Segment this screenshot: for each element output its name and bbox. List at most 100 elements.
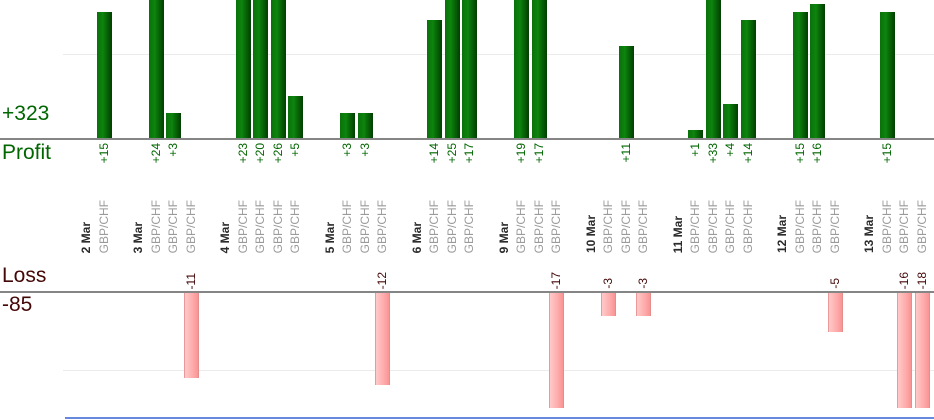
instrument-label: GBP/CHF: [253, 199, 267, 253]
trade-value-label: +3: [340, 143, 354, 157]
trade-value-label: -17: [549, 271, 563, 289]
trade-value-label: +23: [235, 143, 250, 164]
profit-gridline-10: [63, 54, 934, 55]
profit-bar: [235, 0, 251, 138]
profit-bar: [462, 0, 477, 138]
date-label: 11 Mar: [670, 215, 685, 253]
trade-value-label: +20: [253, 143, 267, 164]
instrument-label: GBP/CHF: [357, 199, 372, 253]
trade-value-label: +16: [810, 143, 824, 164]
profit-bar: [792, 12, 808, 138]
trade-value-label: -5: [827, 278, 842, 289]
instrument-label: GBP/CHF: [340, 199, 354, 253]
instrument-label: GBP/CHF: [183, 199, 198, 253]
date-label: 5 Mar: [322, 221, 337, 253]
instrument-label: GBP/CHF: [897, 199, 911, 253]
profit-bar: [166, 112, 181, 138]
instrument-label: GBP/CHF: [723, 199, 737, 253]
trade-value-label: +26: [270, 143, 285, 164]
loss-total-value: -85: [2, 293, 33, 316]
instrument-label: GBP/CHF: [288, 199, 302, 253]
instrument-label: GBP/CHF: [166, 199, 180, 253]
trade-value-label: +17: [531, 143, 546, 164]
profit-bar: [810, 3, 825, 138]
instrument-label: GBP/CHF: [427, 199, 441, 253]
date-label: 13 Mar: [862, 214, 876, 253]
instrument-label: GBP/CHF: [914, 199, 929, 253]
instrument-label: GBP/CHF: [531, 199, 546, 253]
trade-value-label: +19: [514, 143, 528, 164]
trade-value-label: +14: [740, 143, 755, 164]
trade-value-label: +25: [444, 143, 459, 164]
profit-bar: [96, 12, 112, 138]
date-label: 6 Mar: [409, 221, 424, 253]
instrument-label: GBP/CHF: [636, 199, 650, 253]
trade-value-label: -11: [183, 272, 198, 289]
instrument-label: GBP/CHF: [444, 199, 459, 253]
trade-value-label: -16: [897, 271, 911, 289]
date-label: 2 Mar: [79, 221, 93, 253]
profit-bar: [288, 96, 303, 138]
loss-axis-line: [0, 291, 934, 293]
date-label: 4 Mar: [218, 221, 232, 253]
profit-bar: [514, 0, 529, 138]
profit-bar: [705, 0, 721, 138]
trade-value-label: +15: [879, 143, 894, 164]
trade-value-label: +11: [618, 143, 633, 163]
trade-value-label: +5: [288, 143, 302, 157]
profit-total-value: +323: [2, 102, 50, 125]
instrument-label: GBP/CHF: [96, 199, 111, 253]
instrument-label: GBP/CHF: [235, 199, 250, 253]
loss-bar: [549, 293, 564, 408]
profit-bar: [688, 129, 703, 138]
profit-bar: [879, 12, 895, 138]
trade-value-label: +33: [705, 143, 720, 164]
date-label: 12 Mar: [775, 214, 789, 253]
trade-value-label: +3: [357, 143, 372, 157]
profit-bar: [723, 104, 738, 138]
profit-bar: [740, 20, 756, 138]
instrument-label: GBP/CHF: [618, 199, 633, 253]
trade-value-label: -3: [601, 278, 615, 289]
profit-axis-title: Profit: [2, 141, 52, 164]
loss-bar: [897, 293, 912, 408]
profit-bar: [531, 0, 547, 138]
trade-value-label: -12: [375, 271, 389, 289]
instrument-label: GBP/CHF: [270, 199, 285, 253]
profit-bar: [444, 0, 460, 138]
instrument-label: GBP/CHF: [462, 199, 476, 253]
instrument-label: GBP/CHF: [740, 199, 755, 253]
instrument-label: GBP/CHF: [148, 199, 163, 253]
profit-bar: [253, 0, 268, 138]
trade-value-label: -18: [914, 271, 929, 289]
loss-bar: [183, 293, 199, 378]
loss-bar: [375, 293, 390, 386]
trade-value-label: +1: [688, 143, 702, 157]
trade-value-label: +17: [462, 143, 476, 164]
trade-value-label: +24: [148, 143, 163, 164]
trade-value-label: +14: [427, 143, 441, 164]
loss-bar: [827, 293, 843, 332]
loss-bar: [636, 293, 651, 317]
profit-bar: [340, 112, 355, 138]
loss-bar: [914, 293, 930, 408]
instrument-label: GBP/CHF: [375, 199, 389, 253]
instrument-label: GBP/CHF: [879, 199, 894, 253]
trade-value-label: +4: [723, 143, 737, 157]
loss-bar: [601, 293, 616, 317]
profit-axis-line: [0, 138, 934, 140]
instrument-label: GBP/CHF: [688, 199, 702, 253]
date-label: 9 Mar: [496, 221, 511, 253]
trade-value-label: -3: [636, 278, 650, 289]
instrument-label: GBP/CHF: [810, 199, 824, 253]
instrument-label: GBP/CHF: [792, 199, 807, 253]
profit-bar: [270, 0, 286, 138]
instrument-label: GBP/CHF: [827, 199, 842, 253]
profit-bar: [618, 45, 634, 138]
loss-gridline-10: [63, 370, 934, 371]
profit-bar: [357, 112, 373, 138]
profit-bar: [148, 0, 164, 138]
trade-value-label: +3: [166, 143, 180, 157]
date-label: 3 Mar: [131, 221, 145, 253]
